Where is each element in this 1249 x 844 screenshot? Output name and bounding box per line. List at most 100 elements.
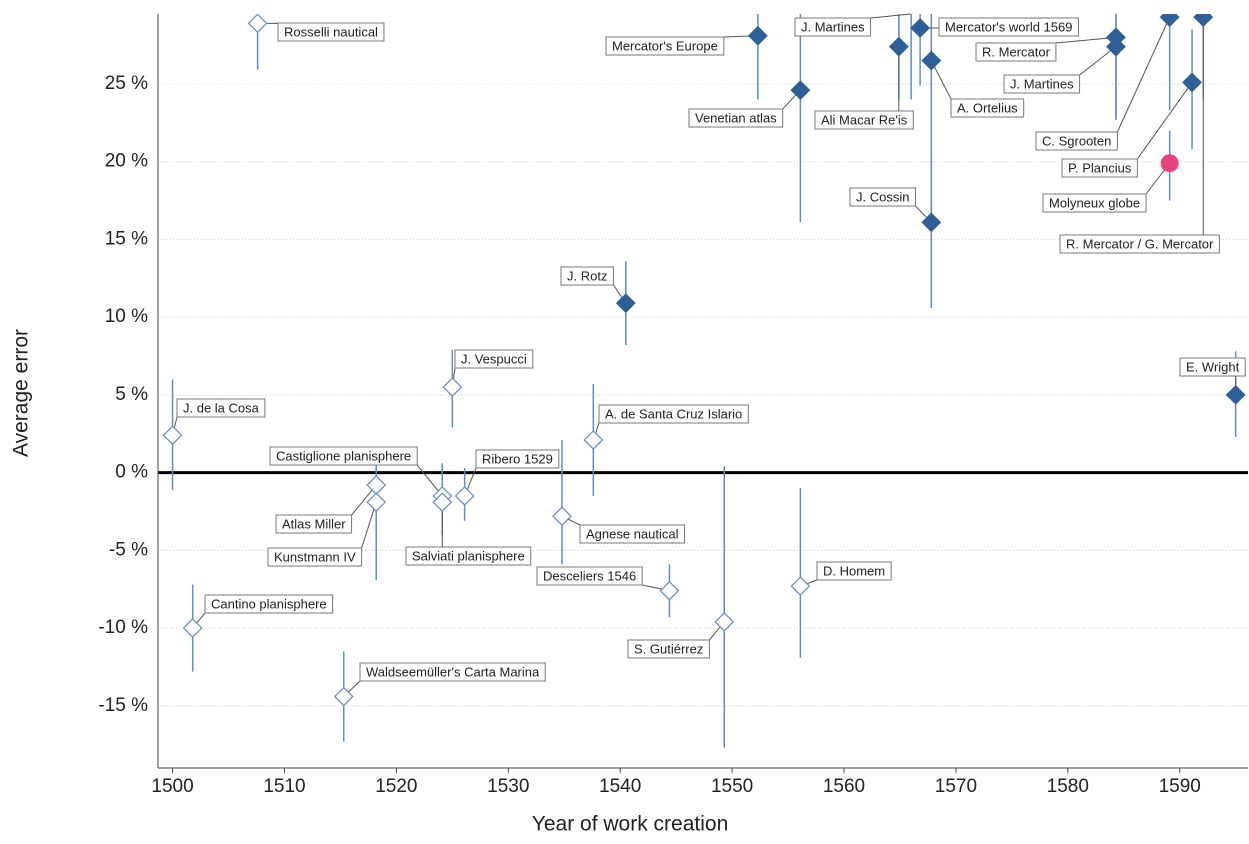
label-box xyxy=(359,662,546,682)
label-text: C. Sgrooten xyxy=(1042,133,1111,148)
point-label: A. Ortelius xyxy=(950,98,1025,118)
label-box xyxy=(950,98,1025,118)
x-tick-label: 1580 xyxy=(1047,776,1089,797)
label-text: Desceliers 1546 xyxy=(543,568,636,583)
label-box xyxy=(475,449,560,469)
point-label: D. Homem xyxy=(816,561,892,581)
y-tick-label: -15 % xyxy=(98,695,148,716)
y-tick-label: 0 % xyxy=(115,462,148,483)
x-tick-label: 1570 xyxy=(935,776,977,797)
point-label: P. Plancius xyxy=(1061,158,1138,178)
marker xyxy=(1193,14,1214,28)
marker xyxy=(888,36,909,57)
label-box xyxy=(816,561,892,581)
label-text: Mercator's world 1569 xyxy=(945,19,1072,34)
marker xyxy=(442,377,463,398)
x-tick-label: 1530 xyxy=(487,776,529,797)
point-label: Venetian atlas xyxy=(688,108,784,128)
point-label: R. Mercator xyxy=(975,42,1057,62)
label-box xyxy=(275,514,353,534)
point-label: R. Mercator / G. Mercator xyxy=(1059,234,1220,254)
x-tick-label: 1520 xyxy=(375,776,417,797)
label-text: Cantino planisphere xyxy=(211,596,327,611)
label-box xyxy=(176,398,266,418)
marker xyxy=(162,425,183,446)
marker xyxy=(910,18,931,38)
marker xyxy=(615,293,636,314)
x-tick-label: 1500 xyxy=(151,776,193,797)
point-label: Atlas Miller xyxy=(275,514,353,534)
point-label: Agnese nautical xyxy=(579,524,686,544)
y-tick-label: 10 % xyxy=(105,306,148,327)
point-label: Ribero 1529 xyxy=(475,449,560,469)
point-label: J. Rotz xyxy=(560,266,614,286)
marker xyxy=(714,611,735,632)
point-label: J. Martines xyxy=(794,17,872,37)
point-label: Molyneux globe xyxy=(1042,193,1147,213)
marker xyxy=(1225,384,1246,405)
y-tick-label: 25 % xyxy=(105,73,148,94)
point-label: J. Martines xyxy=(1003,74,1081,94)
marker xyxy=(247,14,268,34)
label-leader xyxy=(361,502,377,549)
label-text: Mercator's Europe xyxy=(612,38,718,53)
label-text: J. Vespucci xyxy=(461,351,527,366)
point-label: Ali Macar Re'is xyxy=(814,110,914,130)
label-text: J. de la Cosa xyxy=(183,400,260,415)
label-text: A. Ortelius xyxy=(957,100,1018,115)
point-label: Desceliers 1546 xyxy=(536,566,643,586)
label-text: E. Wright xyxy=(1186,359,1240,374)
label-leader xyxy=(870,13,912,19)
x-tick-label: 1590 xyxy=(1159,776,1201,797)
point-label: Waldseemüller's Carta Marina xyxy=(359,662,546,682)
point-label: Kunstmann IV xyxy=(267,547,363,567)
label-text: D. Homem xyxy=(823,563,885,578)
point-label: J. Vespucci xyxy=(454,349,534,369)
label-box xyxy=(277,22,385,42)
label-text: Venetian atlas xyxy=(695,110,777,125)
marker xyxy=(790,576,811,597)
label-box xyxy=(1042,193,1147,213)
label-text: Salviati planisphere xyxy=(412,548,525,563)
marker xyxy=(454,486,475,506)
label-box xyxy=(938,17,1079,37)
label-box xyxy=(794,17,872,37)
label-text: Rosselli nautical xyxy=(284,24,378,39)
label-leader xyxy=(1055,36,1116,44)
label-text: J. Cossin xyxy=(856,189,909,204)
label-box xyxy=(849,187,916,207)
label-box xyxy=(598,404,749,424)
label-text: P. Plancius xyxy=(1068,160,1132,175)
y-tick-label: 20 % xyxy=(105,151,148,172)
label-box xyxy=(688,108,784,128)
label-box xyxy=(1179,357,1246,377)
label-text: Molyneux globe xyxy=(1049,195,1140,210)
point-label: C. Sgrooten xyxy=(1035,131,1118,151)
marker xyxy=(902,0,920,7)
label-box xyxy=(1059,234,1220,254)
marker xyxy=(583,430,604,450)
label-box xyxy=(975,42,1057,62)
label-text: Agnese nautical xyxy=(586,526,679,541)
label-text: S. Gutiérrez xyxy=(634,641,703,656)
label-box xyxy=(267,547,363,567)
label-text: R. Mercator xyxy=(982,44,1051,59)
label-leader xyxy=(1079,46,1117,76)
point-label: Mercator's Europe xyxy=(605,36,725,56)
marker xyxy=(747,25,768,46)
label-text: Waldseemüller's Carta Marina xyxy=(366,664,540,679)
point-label: S. Gutiérrez xyxy=(627,639,710,659)
y-axis-title: Average error xyxy=(10,329,33,457)
label-box xyxy=(204,594,334,614)
marker xyxy=(432,492,453,513)
y-tick-label: -5 % xyxy=(109,539,148,560)
label-box xyxy=(560,266,614,286)
x-tick-label: 1560 xyxy=(823,776,865,797)
label-text: Ribero 1529 xyxy=(482,451,553,466)
point-label: Cantino planisphere xyxy=(204,594,334,614)
label-text: Ali Macar Re'is xyxy=(821,112,908,127)
label-text: R. Mercator / G. Mercator xyxy=(1066,236,1214,251)
label-box xyxy=(605,36,725,56)
label-text: J. Rotz xyxy=(567,268,607,283)
